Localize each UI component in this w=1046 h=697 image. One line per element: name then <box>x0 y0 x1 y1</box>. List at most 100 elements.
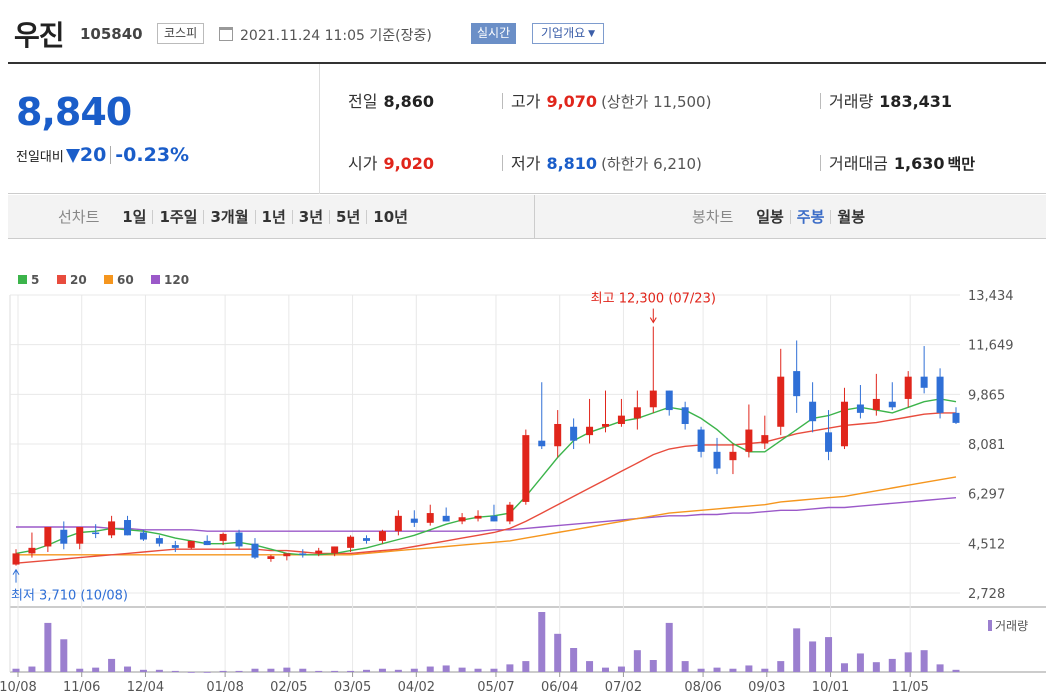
volume-bar <box>952 669 960 672</box>
high-arrow-head <box>649 317 657 324</box>
ma20-line <box>15 412 956 564</box>
candle-body <box>665 390 673 411</box>
candle-body <box>490 515 498 522</box>
candle-body <box>538 440 546 447</box>
divider <box>152 210 154 224</box>
volume-bar <box>283 667 291 672</box>
candle-body <box>856 404 864 413</box>
volume-bar <box>793 628 801 672</box>
ma60-line <box>16 476 957 556</box>
candle-body <box>825 432 833 452</box>
volume-bar <box>856 653 864 672</box>
candle-body <box>187 540 195 548</box>
prev-label: 전일 <box>348 92 378 111</box>
candle-body <box>506 504 514 522</box>
amount-label: 거래대금 <box>829 154 888 173</box>
period-tab-line_items-0[interactable]: 1일 <box>122 208 147 226</box>
x-tick-label: 03/05 <box>334 680 371 695</box>
change-value: 20 <box>79 144 107 166</box>
candle-body <box>315 550 323 554</box>
y-tick-label: 11,649 <box>968 339 1014 354</box>
volume-bar <box>506 664 514 672</box>
legend-label: 20 <box>70 273 87 287</box>
candle-body <box>363 538 371 541</box>
candle-body <box>76 526 84 544</box>
calendar-icon <box>219 27 233 41</box>
company-info-label: 기업개요 <box>541 26 586 40</box>
candle-body <box>203 540 211 546</box>
candle-body <box>633 407 641 419</box>
x-tick-label: 07/02 <box>605 680 642 695</box>
candle-body <box>761 435 769 444</box>
market-badge: 코스피 <box>157 23 205 44</box>
period-tab-line_items-3[interactable]: 1년 <box>261 208 286 226</box>
volume-bar <box>697 668 705 672</box>
volume-bar <box>12 668 20 672</box>
volume-bar <box>235 670 243 672</box>
prev-close: 전일 8,860 <box>348 88 434 112</box>
volume-bars: 거래량 <box>12 612 1028 673</box>
candle-body <box>124 520 132 536</box>
volume-bar <box>299 668 307 672</box>
price-summary: 8,840 전일대비 20 -0.23% 전일 8,860 고가 9,070 (상한가 1… <box>8 62 1046 194</box>
volume-bar <box>681 661 689 672</box>
volume-bar <box>586 661 594 672</box>
volume-bar <box>187 672 195 673</box>
caret-down-icon: ▼ <box>588 29 596 39</box>
volume-bar <box>936 664 944 672</box>
lower-limit: (하한가 6,210) <box>601 155 702 173</box>
candle-body <box>267 556 275 559</box>
candle-body <box>793 371 801 397</box>
volume-bar <box>777 661 785 672</box>
y-tick-label: 6,297 <box>968 488 1005 503</box>
volume-bar <box>570 648 578 672</box>
volume-bar <box>872 662 880 672</box>
volume-legend-label: 거래량 <box>995 619 1028 633</box>
period-tab-line_items-2[interactable]: 3개월 <box>210 208 249 226</box>
candle-body <box>697 429 705 452</box>
legend-swatch <box>104 275 113 284</box>
candle-body <box>251 543 259 558</box>
candles <box>12 326 960 566</box>
volume-bar <box>155 669 163 672</box>
company-info-button[interactable]: 기업개요 ▼ <box>532 23 605 44</box>
period-tab-candle_items-1[interactable]: 주봉 <box>796 208 825 226</box>
period-tab-candle_items-0[interactable]: 일봉 <box>756 208 784 226</box>
high-value: 9,070 <box>546 92 598 111</box>
volume-bar <box>458 667 466 672</box>
legend-label: 120 <box>164 273 189 287</box>
volume-bar <box>442 665 450 672</box>
volume-bar <box>171 670 179 672</box>
divider <box>830 210 832 224</box>
realtime-button[interactable]: 실시간 <box>471 23 517 44</box>
volume-bar <box>92 667 100 672</box>
candle-body <box>394 515 402 532</box>
volume-bar <box>825 637 833 672</box>
period-tab-line_items-6[interactable]: 10년 <box>373 208 408 226</box>
period-tab-line_items-4[interactable]: 3년 <box>298 208 324 226</box>
amount-value: 1,630 <box>893 154 945 173</box>
x-tick-label: 04/02 <box>398 680 435 695</box>
candle-body <box>809 401 817 422</box>
x-tick-label: 09/03 <box>748 680 785 695</box>
y-tick-label: 9,865 <box>968 388 1005 403</box>
volume-label: 거래량 <box>829 92 874 111</box>
divider <box>534 195 535 239</box>
volume-bar <box>28 666 36 672</box>
ma5-line <box>15 398 957 556</box>
period-tab-candle_items-2[interactable]: 월봉 <box>837 208 866 226</box>
volume-bar <box>617 666 625 672</box>
divider <box>203 210 205 224</box>
candle-body <box>92 532 100 535</box>
candle-body <box>586 426 594 436</box>
candle-body <box>12 553 20 565</box>
x-tick-label: 02/05 <box>270 680 307 695</box>
period-tab-line_items-5[interactable]: 5년 <box>336 208 361 226</box>
period-tab-line_items-1[interactable]: 1주일 <box>159 208 198 226</box>
candle-body <box>108 521 116 536</box>
divider <box>366 210 368 224</box>
chart-toolbar: 선차트 1일 1주일 3개월 1년 3년 5년 10년 봉차트 일봉 주봉 월봉 <box>8 195 1046 239</box>
x-tick-label: 12/04 <box>127 680 164 695</box>
x-tick-label: 10/08 <box>0 680 37 695</box>
candle-body <box>219 533 227 541</box>
